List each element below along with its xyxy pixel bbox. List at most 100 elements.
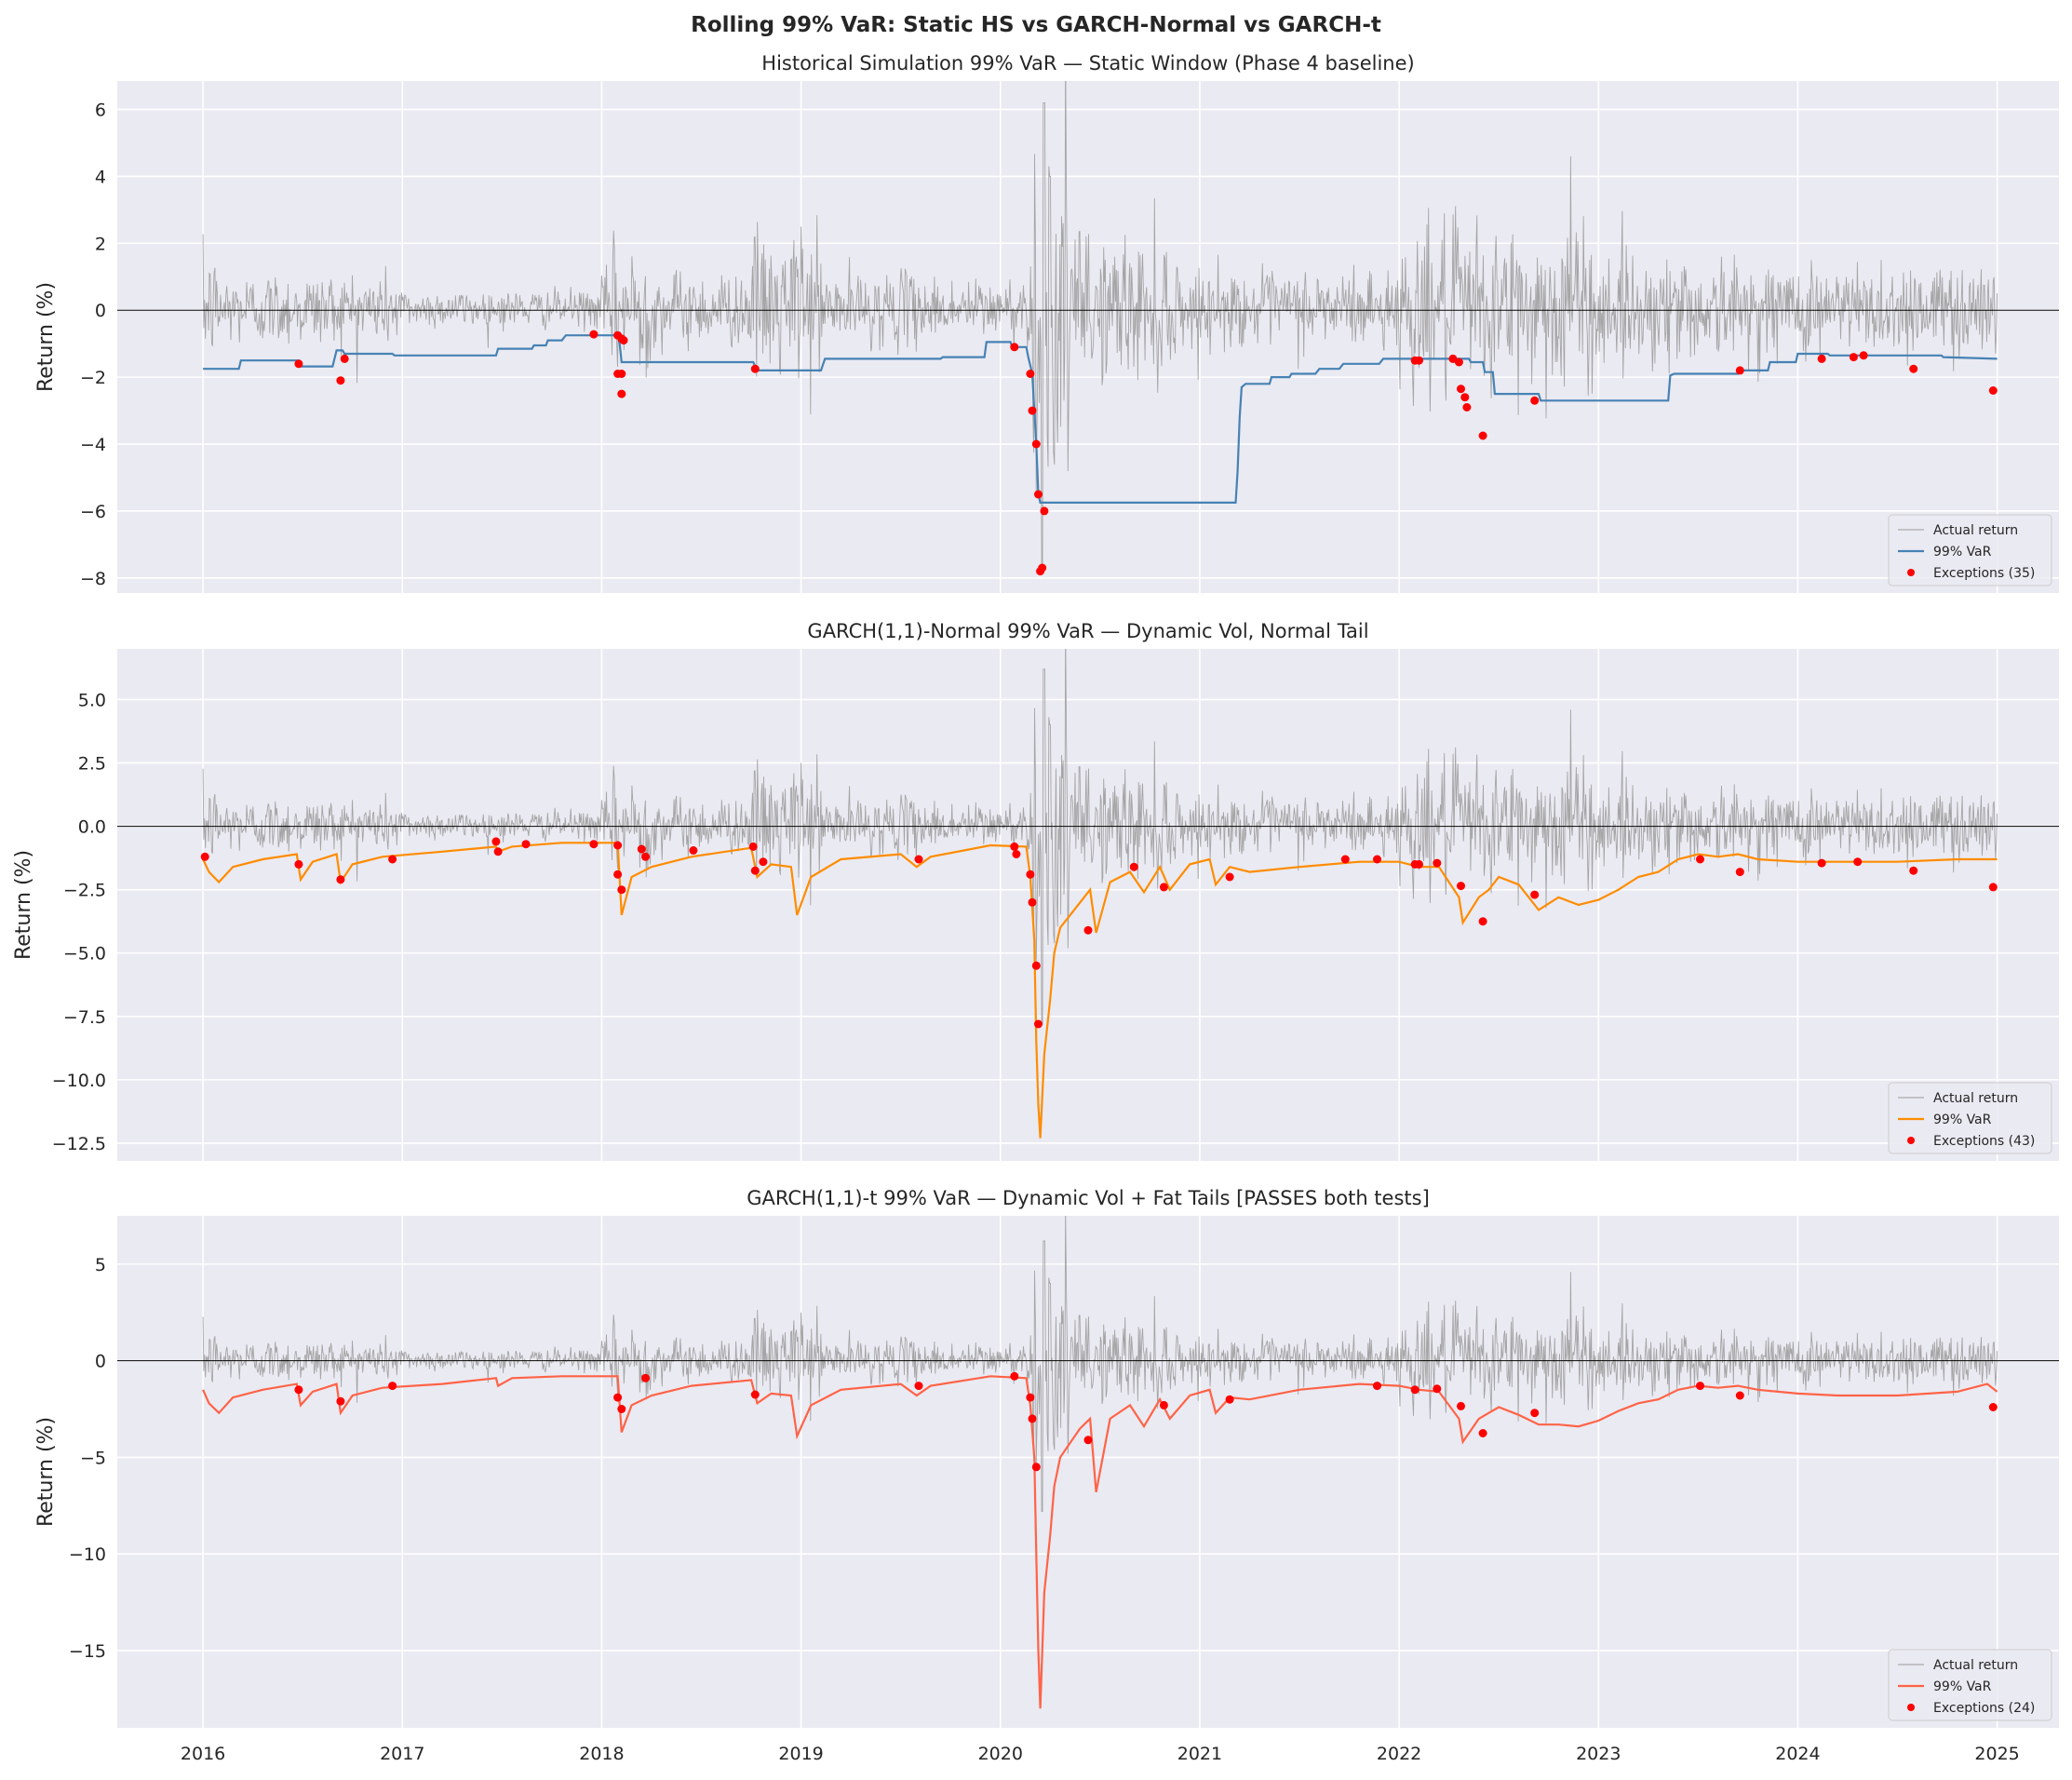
exception-point — [759, 857, 768, 867]
exception-point — [1159, 1400, 1168, 1409]
exception-point — [641, 1373, 650, 1382]
exception-point — [336, 376, 345, 385]
exception-point — [1817, 354, 1826, 363]
exception-point — [1457, 384, 1465, 394]
exception-point — [689, 846, 698, 855]
exception-point — [1038, 563, 1047, 573]
exception-point — [1433, 858, 1442, 868]
exception-point — [1478, 1429, 1487, 1437]
x-axis-tick-labels: 2016 2017 2018 2019 2020 2021 2022 2023 2024 2025 — [181, 1744, 2020, 1764]
legend-swatch-exceptions — [1907, 1704, 1915, 1711]
exception-point — [1028, 1414, 1037, 1423]
panel-title: Historical Simulation 99% VaR — Static W… — [761, 52, 1414, 74]
exception-point — [294, 359, 303, 369]
y-tick-label: 0 — [95, 301, 106, 321]
exception-point — [750, 364, 760, 373]
x-tick-label: 2020 — [978, 1744, 1023, 1764]
exception-point — [617, 1405, 626, 1413]
plot-content — [117, 1216, 2059, 1709]
exception-point — [750, 866, 760, 875]
actual-return-series — [202, 81, 1998, 573]
plot-content — [117, 649, 2059, 1139]
exception-point — [1530, 1409, 1540, 1418]
legend-label-var: 99% VaR — [1933, 1679, 1992, 1694]
exception-point — [388, 1382, 397, 1391]
y-tick-label: 6 — [95, 101, 106, 121]
exception-point — [1083, 1436, 1093, 1445]
exception-point — [1454, 357, 1463, 367]
legend-label-var: 99% VaR — [1933, 1112, 1992, 1127]
exception-point — [613, 1393, 623, 1402]
exception-point — [1859, 351, 1868, 360]
exception-point — [1460, 393, 1470, 402]
exception-point — [1696, 855, 1704, 864]
y-tick-label: −5.0 — [63, 944, 106, 964]
y-tick-label: −8 — [80, 569, 106, 589]
exception-point — [748, 842, 758, 851]
exception-point — [1031, 961, 1041, 970]
y-tick-label: 5 — [95, 1255, 106, 1275]
exception-point — [1853, 857, 1863, 867]
plot-content — [117, 81, 2059, 576]
plot-area — [117, 649, 2059, 1161]
exception-point — [641, 852, 650, 861]
y-tick-label: 0 — [95, 1352, 106, 1372]
exception-point — [1410, 1385, 1419, 1395]
exception-point — [914, 1382, 923, 1391]
exception-point — [1129, 862, 1138, 871]
exception-point — [1415, 859, 1423, 869]
y-tick-label: −5 — [80, 1448, 106, 1468]
exception-point — [613, 870, 623, 879]
exception-point — [336, 1396, 345, 1406]
exception-point — [1159, 883, 1168, 892]
exception-point — [491, 837, 501, 846]
legend-label-returns: Actual return — [1933, 1091, 2018, 1106]
legend-swatch-exceptions — [1907, 569, 1915, 576]
figure-title: Rolling 99% VaR: Static HS vs GARCH-Norm… — [691, 13, 1381, 37]
exception-point — [1340, 855, 1350, 864]
x-tick-label: 2022 — [1377, 1744, 1421, 1764]
exception-point — [1373, 855, 1381, 864]
exception-point — [1028, 406, 1037, 415]
legend-label-exceptions: Exceptions (24) — [1933, 1701, 2035, 1716]
legend-swatch-exceptions — [1907, 1137, 1915, 1144]
exception-point — [1909, 364, 1918, 373]
legend-label-exceptions: Exceptions (35) — [1933, 566, 2035, 581]
exception-point — [619, 336, 628, 345]
exception-point — [1530, 396, 1540, 405]
exception-point — [1530, 890, 1540, 899]
exception-point — [336, 875, 345, 884]
exception-point — [1457, 1401, 1465, 1410]
exception-point — [1012, 850, 1021, 858]
exception-point — [1696, 1382, 1704, 1391]
panel-title: GARCH(1,1)-t 99% VaR — Dynamic Vol + Fat… — [747, 1187, 1430, 1209]
var-series-line — [202, 1375, 1998, 1709]
var-series-line — [203, 334, 1998, 504]
x-tick-label: 2025 — [1974, 1744, 2019, 1764]
x-tick-label: 2018 — [579, 1744, 624, 1764]
exception-point — [1026, 1393, 1035, 1402]
y-tick-label: −2.5 — [63, 881, 106, 901]
y-tick-label: −4 — [80, 435, 106, 455]
legend: Actual return 99% VaR Exceptions (24) — [1888, 1649, 2052, 1721]
exception-point — [1026, 870, 1035, 879]
legend-box — [1888, 514, 2052, 587]
y-axis-label: Return (%) — [34, 1417, 58, 1527]
exception-point — [617, 389, 626, 398]
y-tick-label: −10 — [69, 1544, 106, 1565]
exception-point — [1817, 858, 1826, 868]
plot-area — [117, 81, 2059, 593]
exception-point — [1373, 1382, 1381, 1391]
actual-return-series — [202, 1216, 1998, 1512]
exception-point — [1457, 882, 1465, 891]
x-tick-label: 2019 — [778, 1744, 823, 1764]
exception-point — [340, 354, 349, 363]
exception-point — [1988, 386, 1998, 395]
y-tick-label: −15 — [69, 1641, 106, 1662]
x-tick-label: 2021 — [1177, 1744, 1222, 1764]
exception-point — [1849, 353, 1858, 362]
x-tick-label: 2017 — [380, 1744, 424, 1764]
y-tick-label: 5.0 — [78, 690, 106, 710]
exception-point — [388, 855, 397, 864]
